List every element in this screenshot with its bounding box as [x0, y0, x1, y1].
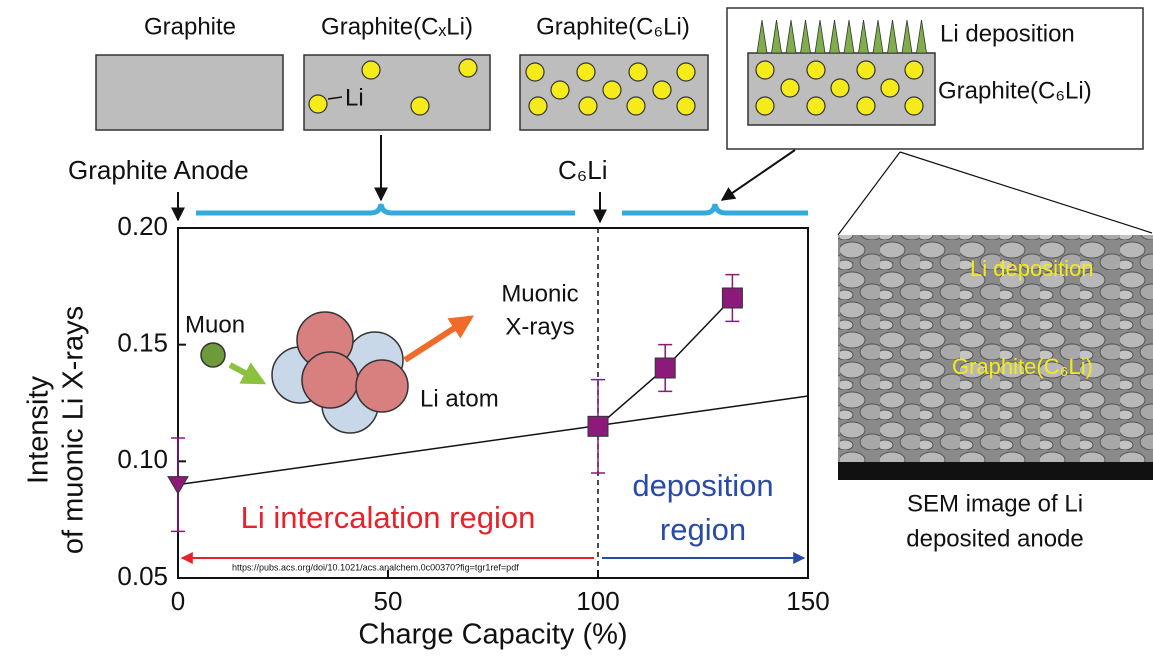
li-atom [904, 60, 924, 80]
li-spike [872, 19, 884, 54]
li-atom [525, 62, 545, 82]
y-axis-label: of muonic Li X-rays [58, 306, 90, 554]
region-label: region [660, 512, 746, 547]
plot-frame [177, 227, 809, 579]
li-atom [652, 80, 672, 100]
sem-caption: deposited anode [906, 525, 1084, 552]
url: https://pubs.acs.org/doi/10.1021/acs.ana… [232, 562, 519, 572]
sem-label: Li deposition [970, 256, 1094, 281]
muon-inset [200, 311, 475, 434]
li-atom [904, 96, 924, 116]
pointer-label: Graphite Anode [68, 155, 249, 185]
li-spike [756, 19, 768, 54]
li-atom [308, 94, 328, 114]
y-tick-label: 0.10 [117, 444, 168, 474]
li-atom [410, 96, 430, 116]
pointer-label: C₆Li [558, 155, 608, 185]
li-spike [916, 19, 927, 54]
li-atom [628, 62, 648, 82]
li-atom [458, 58, 478, 78]
li-atom [626, 96, 646, 116]
li-atom [576, 62, 596, 82]
li-spike [785, 19, 797, 54]
li-atom [528, 96, 548, 116]
li-atom [578, 96, 598, 116]
inset-label: Muon [185, 311, 245, 338]
stage-label: Graphite(C₆Li) [938, 77, 1092, 104]
point [654, 357, 676, 379]
inset-label: Li atom [420, 385, 499, 412]
inset-label: Muonic [501, 280, 578, 307]
li-atom [830, 78, 850, 98]
li-atom [550, 80, 570, 100]
li-atom [676, 96, 696, 116]
li-atom [602, 80, 622, 100]
stage-label: Graphite(CₓLi) [321, 13, 473, 40]
x-axis-label: Charge Capacity (%) [358, 619, 627, 651]
region-label: deposition [632, 468, 773, 503]
li-atom [806, 60, 826, 80]
li-atom [780, 78, 800, 98]
li-spike [771, 19, 782, 54]
point [167, 476, 189, 495]
trend-line [177, 395, 809, 486]
x-tick-label: 100 [576, 586, 619, 616]
y-tick-label: 0.20 [117, 211, 168, 241]
li-spike [814, 19, 826, 54]
li-atom [676, 62, 696, 82]
region-braces [196, 203, 808, 216]
stage-diagrams [95, 7, 1144, 150]
li-spike [829, 19, 840, 54]
li-atom [856, 96, 876, 116]
y-tick-label: 0.05 [117, 561, 168, 591]
region-label: Li intercalation region [241, 500, 536, 535]
stage-label: Graphite(C₆Li) [536, 13, 690, 40]
pointer-arrows [171, 135, 1153, 236]
li-atom [755, 60, 775, 80]
point [587, 415, 609, 437]
y-tick-label: 0.15 [117, 328, 168, 358]
li-atom [361, 60, 381, 80]
li-atom [806, 96, 826, 116]
stage-label: Graphite [144, 13, 236, 40]
li-atom [880, 78, 900, 98]
y-axis-label: Intensity [23, 376, 55, 484]
sem-label: Graphite(C₆Li) [952, 354, 1093, 379]
point [721, 287, 743, 309]
li-spike [800, 19, 811, 54]
sem-image [838, 235, 1153, 480]
li-spike [887, 19, 898, 54]
stage-label: Li deposition [940, 20, 1075, 47]
li-spike [843, 19, 855, 54]
x-tick-label: 150 [786, 586, 829, 616]
li-spike [858, 19, 869, 54]
inset-label: X-rays [505, 313, 574, 340]
li-atom [856, 60, 876, 80]
x-tick-label: 0 [171, 586, 185, 616]
li-atom [755, 96, 775, 116]
x-tick-label: 50 [374, 586, 403, 616]
li-spike [901, 19, 913, 54]
sem-caption: SEM image of Li [907, 490, 1083, 517]
li-label: Li [345, 84, 364, 111]
